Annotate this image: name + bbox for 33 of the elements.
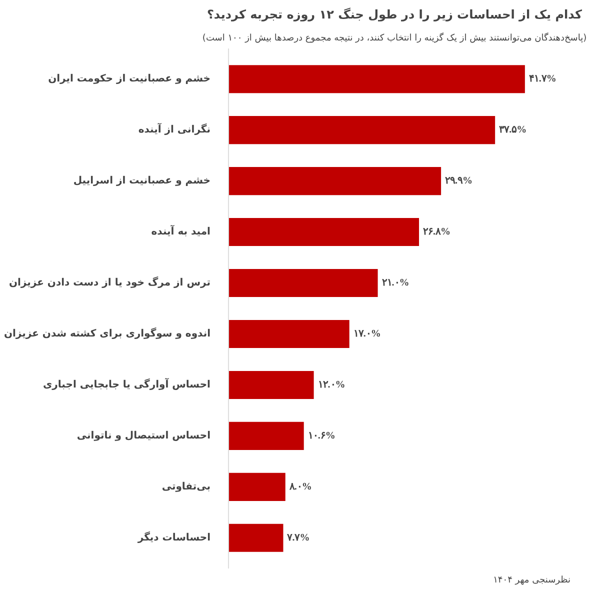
bar <box>228 524 284 552</box>
chart-title: کدام یک از احساسات زیر را در طول جنگ ۱۲ روزه تجربه کردید؟ <box>206 8 582 22</box>
y-tick-label: ترس از مرگ خود یا از دست دادن عزیزان <box>8 276 211 289</box>
y-tick-label: اندوه و سوگواری برای کشته شدن عزیزان <box>4 326 210 340</box>
bar <box>228 167 442 196</box>
y-tick-label: احساسات دیگر <box>136 530 210 544</box>
y-tick-label: احساس آوارگی یا جابجایی اجباری <box>42 377 211 390</box>
data-label: ۷.۷% <box>286 532 310 544</box>
bar <box>228 320 350 348</box>
data-label: ۱۲.۰% <box>318 379 346 390</box>
data-label: ۲۱.۰% <box>382 278 410 289</box>
data-label: ۴۱.۷% <box>528 74 556 85</box>
data-label: ۲۶.۸% <box>423 226 451 238</box>
data-label: ۲۹.۹% <box>445 176 473 187</box>
text: نظرسنجی مهر ۱۴۰۴ <box>493 576 571 586</box>
bar <box>228 65 525 94</box>
data-label: ۸.۰% <box>288 481 312 492</box>
bar <box>228 218 420 246</box>
bar <box>228 370 314 399</box>
data-label: ۱۰.۶% <box>308 430 336 442</box>
y-tick-label: خشم و عصبانیت از اسراییل <box>73 176 211 187</box>
data-label: ۱۷.۰% <box>353 328 381 340</box>
y-tick-label: امید به آینده <box>151 224 211 238</box>
y-tick-label: بی‌تفاوتی <box>162 481 211 492</box>
y-tick-label: احساس استیصال و ناتوانی <box>76 430 211 442</box>
y-tick-label: خشم و عصبانیت از حکومت ایران <box>48 74 211 85</box>
bar <box>228 116 496 144</box>
bar <box>228 268 378 298</box>
chart-subtitle: (پاسخ‌دهندگان می‌توانستند بیش از یک گزینه را انتخاب کنند، در نتیجه مجموع درصدها بیش از ۱۰۰ است) <box>202 32 587 44</box>
bar <box>228 422 304 450</box>
y-tick-label: نگرانی از آینده <box>138 122 211 136</box>
data-label: ۳۷.۵% <box>499 124 527 136</box>
bar <box>228 472 286 501</box>
